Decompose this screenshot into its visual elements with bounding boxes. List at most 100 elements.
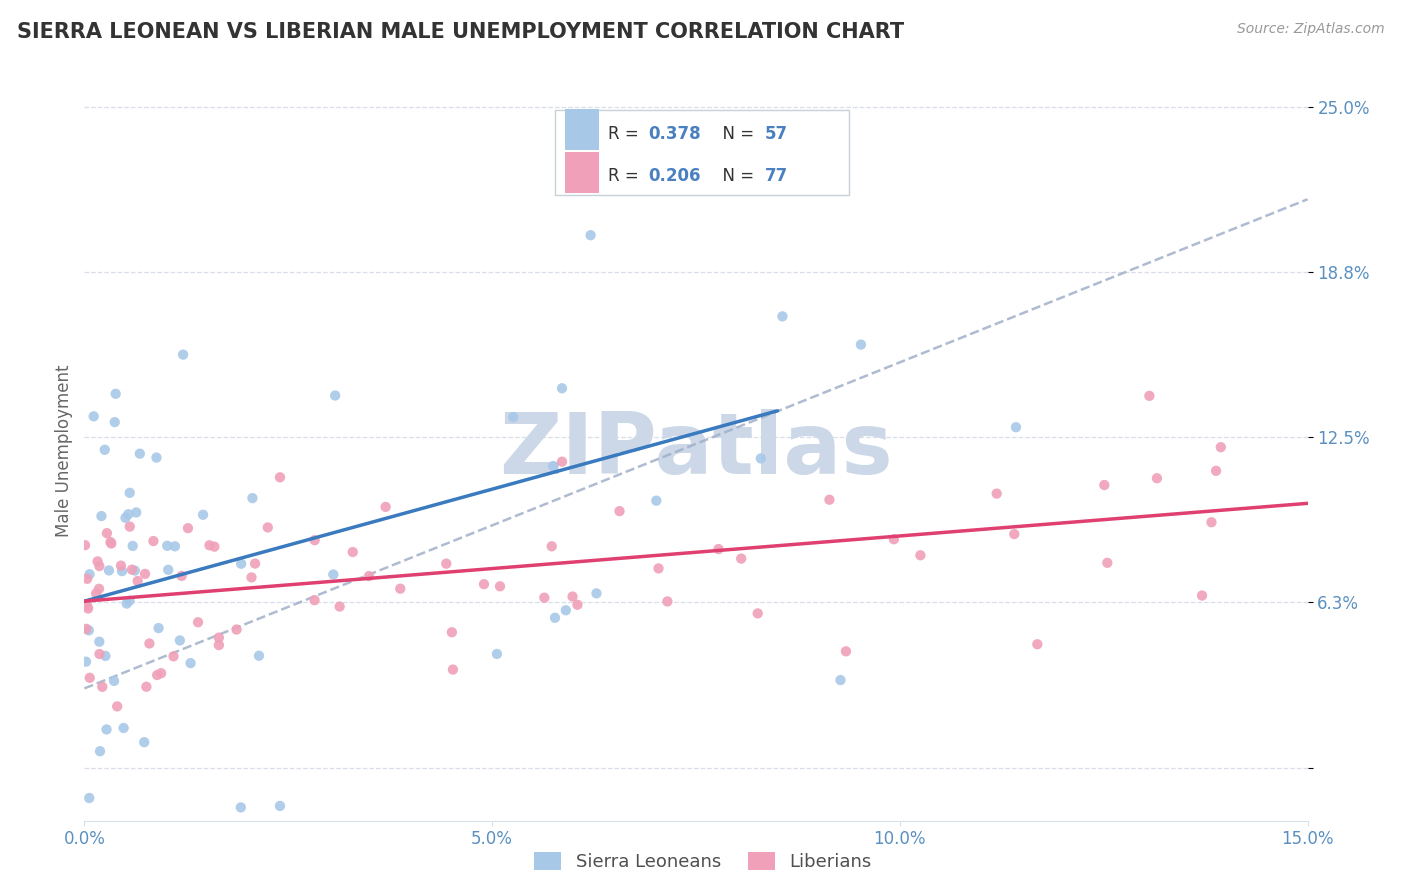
Point <box>322 567 344 582</box>
Point <box>121 539 143 553</box>
Point <box>707 542 730 557</box>
Point <box>747 607 769 621</box>
Point <box>1005 420 1028 434</box>
Point <box>489 579 512 593</box>
Point <box>374 500 396 514</box>
Point <box>540 539 562 553</box>
Point <box>180 656 202 670</box>
Point <box>118 519 141 533</box>
Point <box>172 348 194 362</box>
Point <box>541 458 564 473</box>
Point <box>229 800 252 814</box>
Point <box>247 648 270 663</box>
Point <box>835 644 858 658</box>
Point <box>84 586 107 600</box>
Point <box>342 545 364 559</box>
Point <box>434 557 457 571</box>
Point <box>647 561 669 575</box>
Point <box>89 647 111 661</box>
Point <box>544 611 567 625</box>
Point <box>256 520 278 534</box>
Point <box>770 310 793 324</box>
Point <box>551 455 574 469</box>
Point <box>96 723 118 737</box>
Point <box>162 649 184 664</box>
Point <box>75 622 97 636</box>
Point <box>440 625 463 640</box>
Point <box>567 598 589 612</box>
Point <box>77 601 100 615</box>
Point <box>148 621 170 635</box>
Point <box>150 666 173 681</box>
Point <box>533 591 555 605</box>
Point <box>73 538 96 552</box>
Point <box>142 534 165 549</box>
Point <box>114 511 136 525</box>
Point <box>115 597 138 611</box>
Point <box>730 551 752 566</box>
Point <box>100 536 122 550</box>
Bar <box>565 152 599 193</box>
Point <box>121 563 143 577</box>
Point <box>657 594 679 608</box>
Point <box>124 564 146 578</box>
Point <box>304 593 326 607</box>
Point <box>177 521 200 535</box>
Point <box>125 505 148 519</box>
Point <box>170 569 193 583</box>
FancyBboxPatch shape <box>555 110 849 195</box>
Point <box>169 633 191 648</box>
Point <box>357 569 380 583</box>
Point <box>472 577 495 591</box>
Point <box>91 680 114 694</box>
Text: 57: 57 <box>765 125 787 143</box>
Text: 77: 77 <box>765 168 787 186</box>
Point <box>645 493 668 508</box>
Point <box>1092 478 1115 492</box>
Text: R =: R = <box>607 125 644 143</box>
Point <box>242 491 264 505</box>
Point <box>1209 440 1232 454</box>
Point <box>1097 556 1119 570</box>
Point <box>1201 515 1223 529</box>
Point <box>134 735 156 749</box>
Text: 0.378: 0.378 <box>648 125 700 143</box>
Point <box>818 492 841 507</box>
Point <box>849 337 872 351</box>
Point <box>986 486 1008 500</box>
Bar <box>565 110 599 150</box>
Point <box>485 647 508 661</box>
Point <box>1026 637 1049 651</box>
Point <box>910 548 932 562</box>
Point <box>231 557 253 571</box>
Point <box>830 673 852 687</box>
Point <box>110 558 132 573</box>
Point <box>749 451 772 466</box>
Point <box>585 586 607 600</box>
Text: N =: N = <box>711 125 759 143</box>
Point <box>208 631 231 645</box>
Point <box>191 508 214 522</box>
Point <box>118 485 141 500</box>
Point <box>202 540 225 554</box>
Point <box>89 634 111 648</box>
Point <box>127 574 149 588</box>
Point <box>187 615 209 630</box>
Point <box>89 744 111 758</box>
Point <box>75 655 97 669</box>
Point <box>198 538 221 552</box>
Point <box>87 582 110 596</box>
Point <box>269 799 291 814</box>
Point <box>1002 527 1025 541</box>
Point <box>138 636 160 650</box>
Point <box>609 504 631 518</box>
Point <box>502 410 524 425</box>
Point <box>304 533 326 548</box>
Point <box>561 590 583 604</box>
Text: Source: ZipAtlas.com: Source: ZipAtlas.com <box>1237 22 1385 37</box>
Point <box>104 386 127 401</box>
Point <box>118 593 141 607</box>
Point <box>83 409 105 424</box>
Point <box>86 554 108 568</box>
Text: N =: N = <box>711 168 759 186</box>
